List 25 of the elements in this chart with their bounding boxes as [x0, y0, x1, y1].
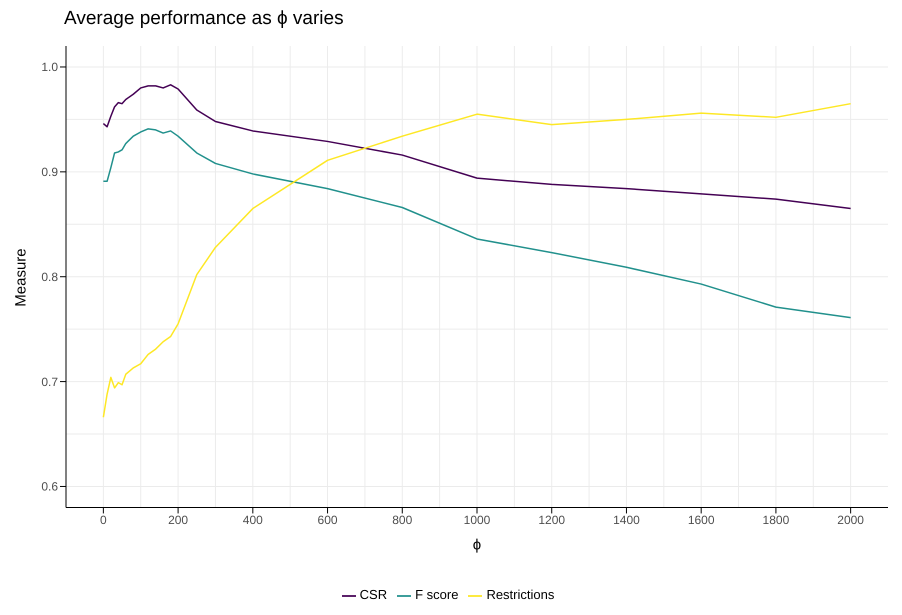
- x-tick-label: 400: [242, 512, 264, 527]
- line-series: [102, 102, 852, 418]
- x-tick-label: 1000: [464, 512, 491, 527]
- legend-label: F score: [415, 587, 458, 602]
- legend-label: CSR: [360, 587, 388, 602]
- legend-label: Restrictions: [486, 587, 554, 602]
- x-tick-label: 1400: [613, 512, 640, 527]
- y-tick-label: 0.8: [41, 270, 58, 284]
- y-tick-label: 1.0: [41, 60, 58, 74]
- x-tick-label: 800: [392, 512, 413, 527]
- x-tick-label: 200: [168, 512, 188, 527]
- line-series: [102, 84, 852, 210]
- x-tick-label: 1200: [538, 512, 566, 527]
- x-tick-label: 2000: [837, 512, 864, 527]
- x-tick-label: 1800: [762, 512, 790, 527]
- x-tick-label: 0: [100, 512, 108, 527]
- y-tick-label: 0.7: [41, 374, 58, 389]
- line-series: [102, 128, 852, 318]
- x-tick-label: 600: [318, 512, 338, 527]
- y-tick-label: 0.9: [41, 165, 58, 180]
- y-tick-label: 0.6: [41, 480, 58, 494]
- chart-title: Average performance as ϕ varies: [64, 8, 345, 31]
- y-axis-title: Measure: [12, 248, 30, 307]
- x-axis-title: ϕ: [472, 536, 482, 554]
- x-tick-label: 1600: [688, 512, 715, 527]
